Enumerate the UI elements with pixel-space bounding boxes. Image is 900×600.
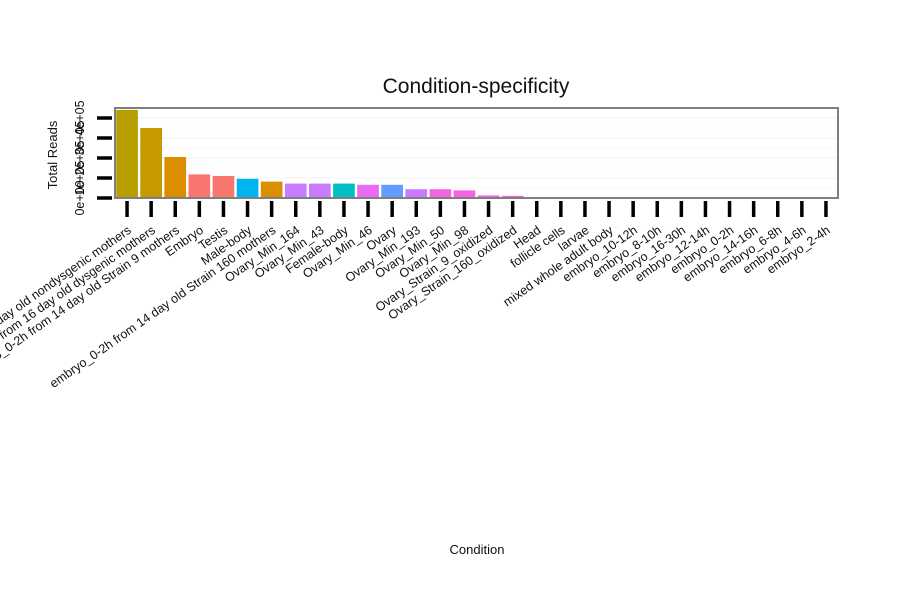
- bar: [116, 110, 138, 198]
- bar: [284, 183, 307, 198]
- bar: [405, 189, 428, 198]
- bar: [260, 181, 283, 198]
- bar: [333, 183, 355, 198]
- bar: [477, 195, 500, 198]
- bar: [357, 184, 379, 198]
- grid-lines: [115, 117, 838, 199]
- bar: [164, 157, 187, 198]
- bar: [309, 183, 331, 198]
- x-axis-title: Condition: [450, 542, 505, 557]
- bar: [381, 184, 403, 198]
- bar: [188, 174, 211, 198]
- plot-panel-border: [114, 107, 839, 199]
- y-axis-title: Total Reads: [45, 120, 60, 189]
- y-tick-label: 4e+05: [73, 100, 87, 135]
- y-tick-label: 0e+00: [73, 180, 87, 215]
- bar: [212, 176, 235, 198]
- bar: [236, 178, 259, 198]
- bar: [453, 190, 476, 198]
- bar: [429, 189, 452, 198]
- y-tick-label: 2e+05: [73, 140, 87, 175]
- y-tick-label: 3e+05: [73, 120, 87, 155]
- chart-title: Condition-specificity: [383, 75, 570, 98]
- bar: [140, 128, 162, 198]
- bars: [116, 110, 572, 198]
- x-axis: embryo_0-2h from 14 day old nondysgenic …: [0, 201, 833, 398]
- bar: [501, 195, 524, 198]
- y-tick-label: 1e+05: [73, 160, 87, 195]
